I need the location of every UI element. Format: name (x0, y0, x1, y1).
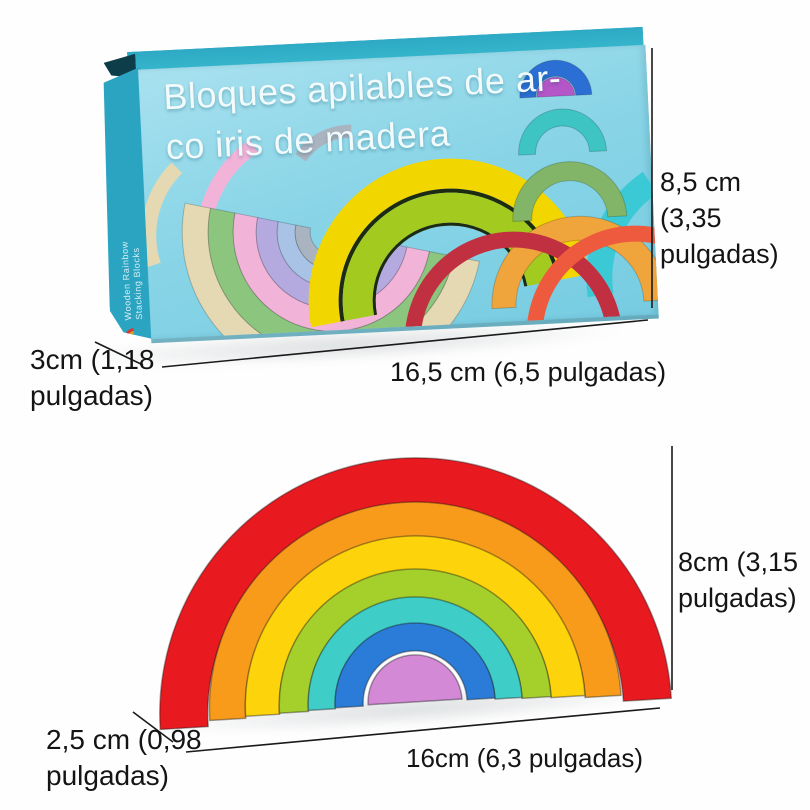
box-height-label-line1: 8,5 cm (3,35 (660, 167, 742, 233)
tower-teal-arc (518, 108, 608, 156)
toy-height-label-line2: pulgadas) (678, 583, 797, 613)
toy-depth-label: 2,5 cm (0,98 pulgadas) (46, 722, 202, 794)
toy-height-label-line1: 8cm (3,15 (678, 547, 799, 577)
box-depth-label-line1: 3cm (1,18 (30, 344, 155, 375)
art-piece-gray (295, 124, 352, 162)
toy-depth-label-line2: pulgadas) (46, 760, 169, 791)
toy-depth-label-line1: 2,5 cm (0,98 (46, 724, 202, 755)
art-piece-beige (141, 162, 183, 268)
toy-height-label: 8cm (3,15 pulgadas) (678, 544, 798, 616)
rainbow-toy-photo (159, 457, 673, 731)
arch-green-band (342, 192, 557, 321)
box-height-label-line2: pulgadas) (660, 239, 779, 269)
toy-arc-blue (334, 622, 496, 709)
product-box-photo: Wooden Rainbow Stacking Blocks (97, 26, 659, 345)
box-width-label: 16,5 cm (6,5 pulgadas) (390, 357, 667, 387)
box-depth-label-line2: pulgadas) (30, 380, 153, 411)
toy-width-label: 16cm (6,3 pulgadas) (406, 743, 644, 773)
tower-green-arc (512, 161, 628, 222)
art-orangered-arch (526, 225, 659, 340)
box-height-label: 8,5 cm (3,35 pulgadas) (660, 164, 810, 272)
box-side-text-line2: Stacking Blocks (130, 247, 145, 321)
toy-halfdisc-purple (367, 654, 463, 706)
box-depth-label: 3cm (1,18 pulgadas) (30, 342, 155, 414)
tower-blue-arc (519, 59, 593, 99)
tower-purple-halfdisc (536, 76, 576, 98)
